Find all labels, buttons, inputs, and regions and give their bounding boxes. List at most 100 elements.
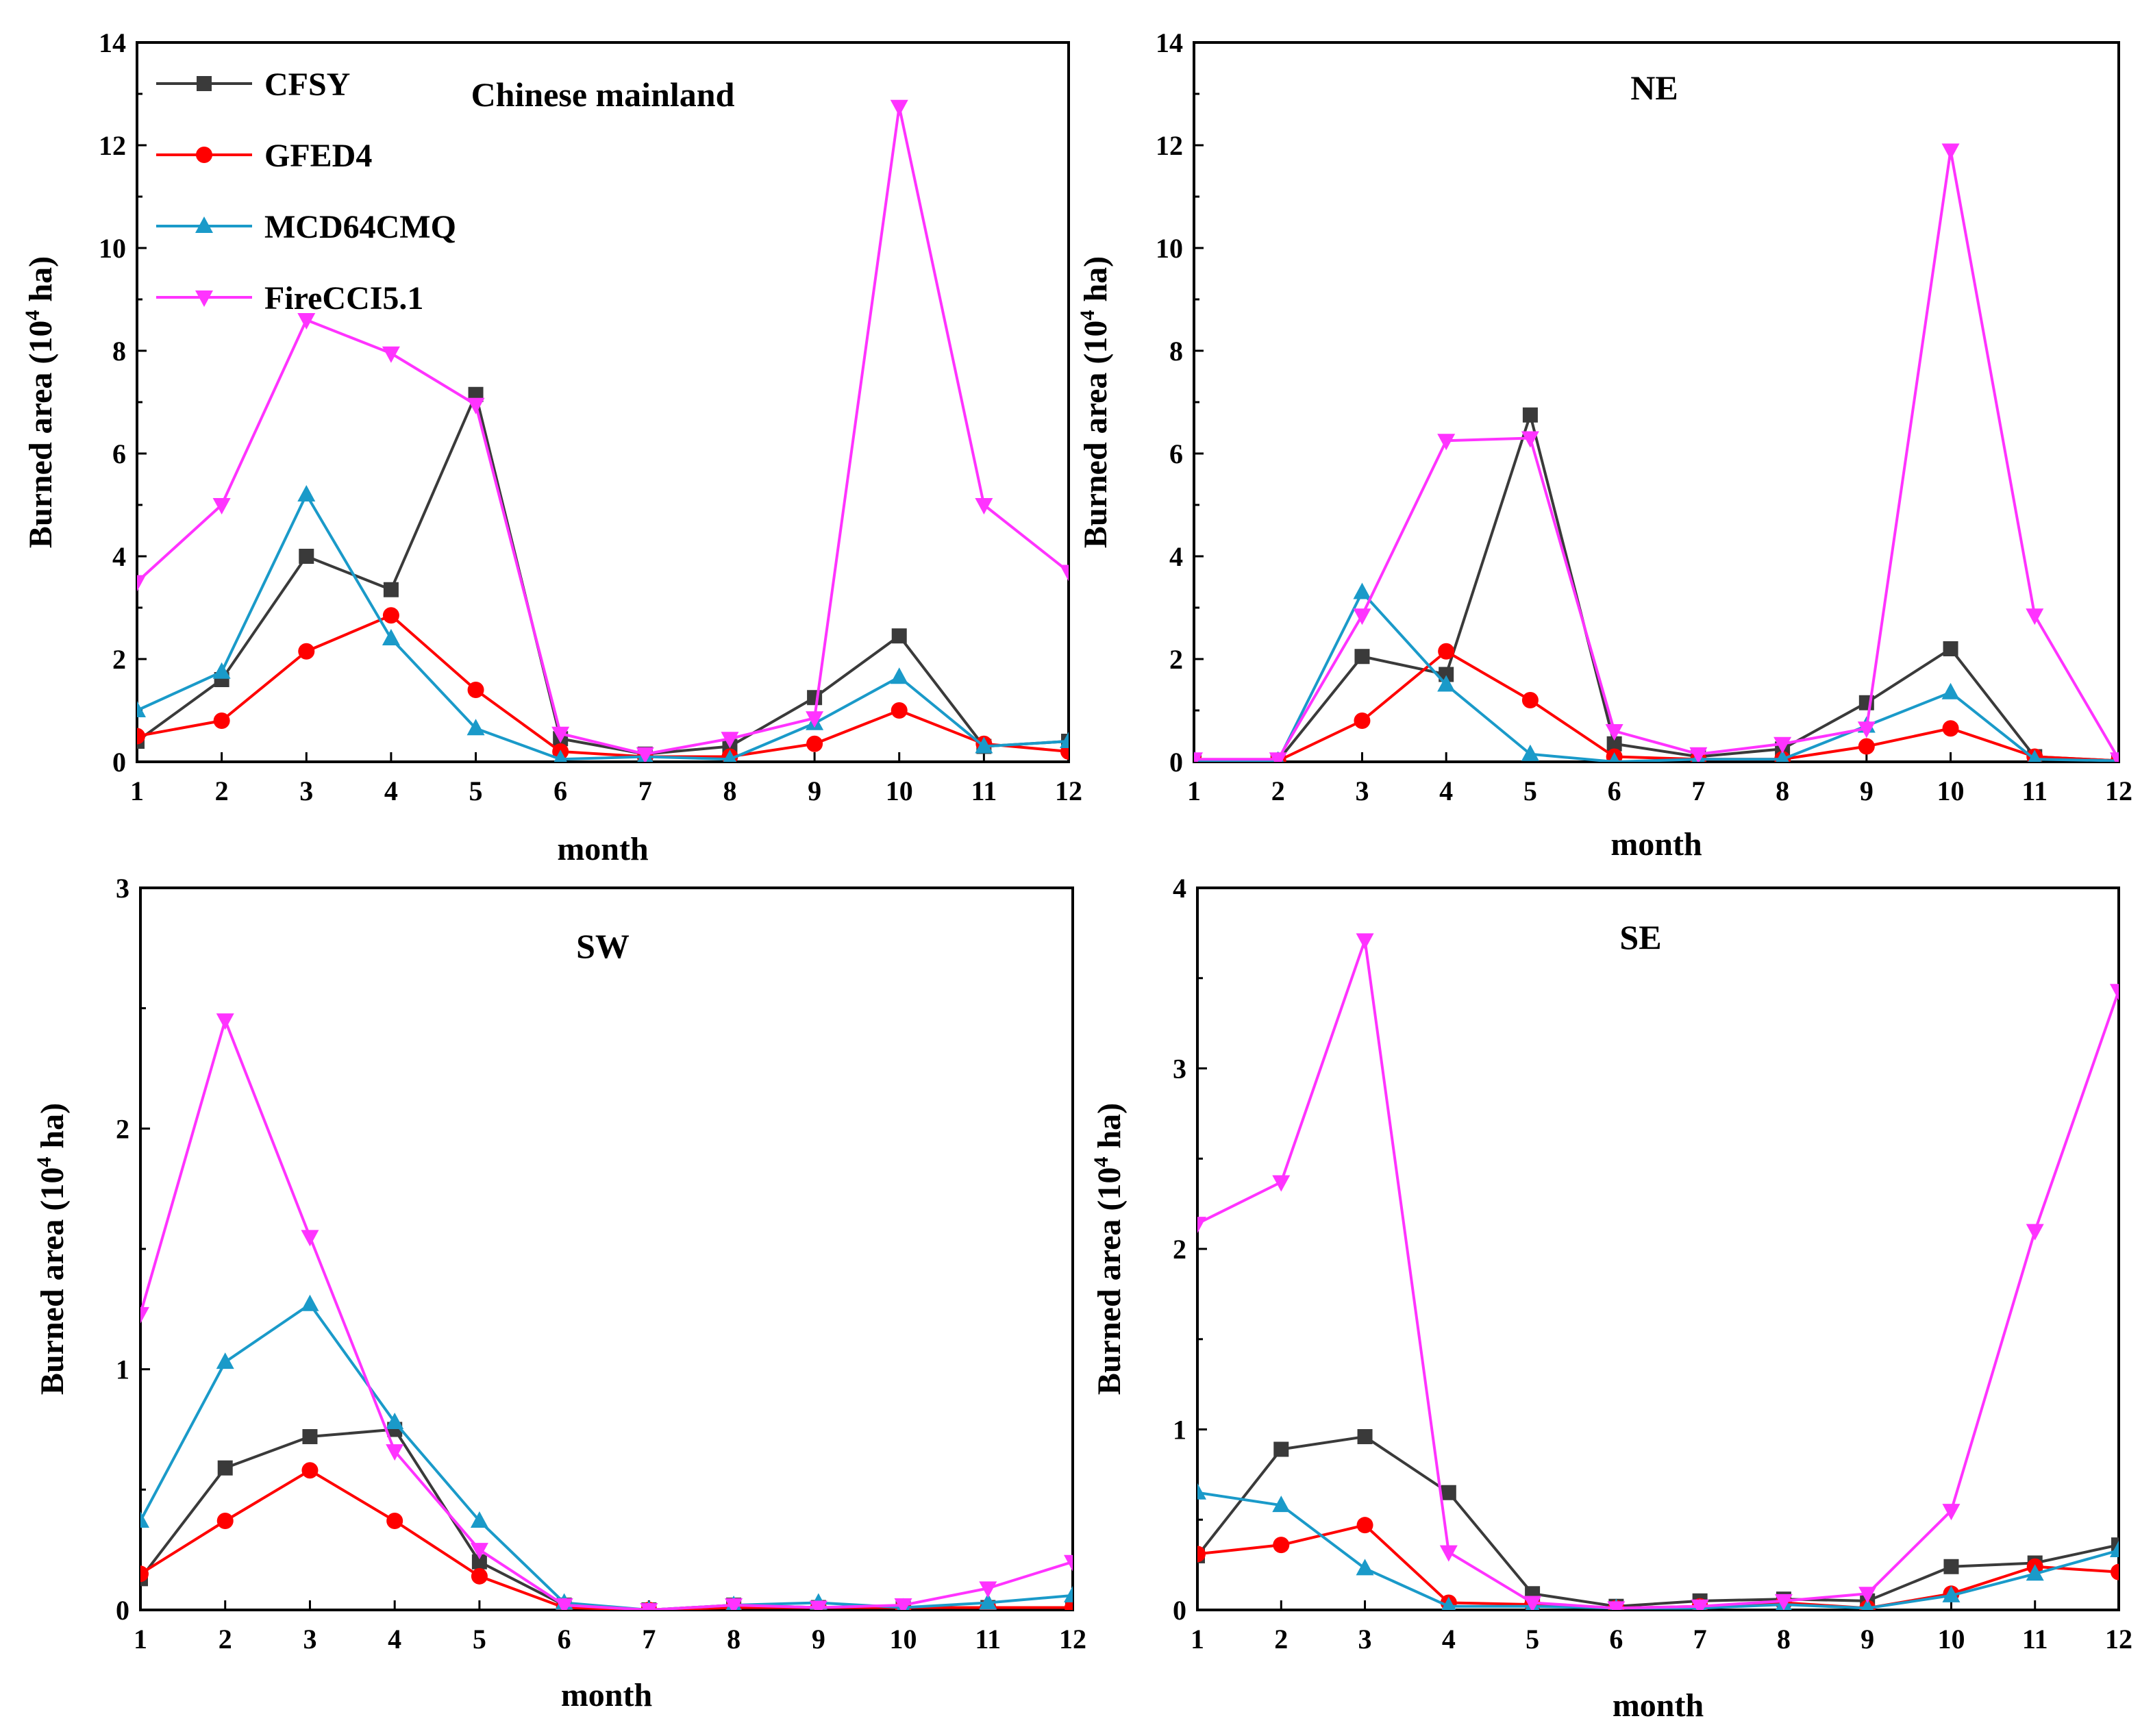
- data-point: [1941, 682, 1960, 699]
- y-tick-label: 2: [116, 1113, 129, 1144]
- data-point: [382, 346, 400, 363]
- x-tick-label: 4: [1439, 776, 1453, 806]
- data-point: [1273, 1537, 1290, 1554]
- x-tick-label: 8: [1776, 776, 1789, 806]
- x-tick-label: 8: [1777, 1624, 1791, 1654]
- data-point: [1857, 721, 1876, 739]
- series-line: [140, 1019, 1073, 1610]
- data-point: [2026, 608, 2044, 625]
- plot-frame: [139, 886, 1074, 1611]
- y-tick-label: 12: [1156, 130, 1183, 161]
- series-line: [140, 1428, 1073, 1610]
- panel-title: Chinese mainland: [471, 75, 735, 114]
- x-tick-label: 6: [1609, 1624, 1623, 1654]
- data-point: [140, 1306, 149, 1324]
- x-axis-label: month: [561, 1677, 652, 1713]
- data-point: [1356, 1559, 1374, 1576]
- data-point: [2110, 984, 2119, 1001]
- data-point: [1060, 732, 1069, 748]
- data-point: [1522, 407, 1538, 423]
- legend-item: GFED4: [156, 138, 372, 174]
- x-tick-label: 2: [215, 776, 229, 806]
- data-point: [1272, 1175, 1291, 1192]
- data-point: [553, 749, 567, 762]
- data-point: [137, 701, 146, 717]
- data-point: [1354, 649, 1370, 665]
- x-tick-label: 12: [2105, 776, 2132, 806]
- y-tick-label: 8: [1169, 336, 1183, 367]
- y-tick-label: 4: [112, 541, 126, 572]
- data-point: [2110, 1541, 2119, 1558]
- data-point: [1942, 1504, 1961, 1521]
- series-line: [137, 493, 1069, 761]
- data-point: [467, 682, 484, 698]
- data-point: [1521, 431, 1539, 448]
- data-point: [1776, 749, 1789, 762]
- x-tick-label: 9: [812, 1624, 825, 1654]
- series-line: [1194, 413, 2119, 762]
- x-tick-label: 12: [2105, 1624, 2132, 1654]
- data-point: [1521, 744, 1539, 761]
- data-point: [216, 1513, 234, 1530]
- series-mcd64cmq: [1197, 1483, 2119, 1610]
- data-point: [1942, 1585, 1961, 1602]
- data-point: [217, 1460, 233, 1476]
- x-tick-label: 11: [971, 776, 997, 806]
- x-tick-label: 9: [808, 776, 821, 806]
- x-tick-label: 9: [1860, 776, 1874, 806]
- data-point: [297, 313, 316, 330]
- x-axis-label: month: [1610, 826, 1702, 863]
- data-point: [216, 1013, 234, 1030]
- data-point: [2111, 1537, 2119, 1553]
- data-point: [1605, 724, 1623, 741]
- data-point: [1858, 738, 1875, 755]
- data-point: [301, 1294, 319, 1311]
- data-point: [1197, 1217, 1206, 1234]
- data-point: [140, 1565, 149, 1583]
- y-tick-label: 0: [1173, 1595, 1186, 1626]
- series-line: [1194, 649, 2119, 762]
- x-tick-label: 12: [1059, 1624, 1086, 1654]
- data-point: [1354, 712, 1371, 729]
- y-tick-label: 14: [99, 27, 126, 58]
- data-point: [1353, 582, 1371, 599]
- x-tick-label: 3: [1358, 1624, 1372, 1654]
- data-point: [1356, 1517, 1373, 1534]
- data-point: [2026, 1224, 2044, 1241]
- data-point: [466, 397, 485, 414]
- y-tick-label: 1: [116, 1354, 129, 1385]
- y-tick-label: 0: [116, 1595, 129, 1626]
- data-point: [213, 712, 230, 729]
- y-tick-label: 3: [1173, 1054, 1186, 1084]
- legend-marker: [195, 216, 213, 233]
- x-tick-label: 1: [134, 1624, 147, 1654]
- series-firecci5-1: [140, 1013, 1073, 1610]
- series-cfsy: [140, 1422, 1073, 1610]
- series-gfed4: [1197, 1517, 2119, 1610]
- series-firecci5-1: [1194, 143, 2119, 762]
- data-point: [979, 1593, 997, 1610]
- data-point: [1858, 1587, 1877, 1604]
- x-tick-label: 7: [642, 1624, 656, 1654]
- x-tick-label: 10: [890, 1624, 917, 1654]
- data-point: [1357, 1429, 1373, 1445]
- legend-label: CFSY: [264, 66, 350, 103]
- y-tick-label: 2: [112, 644, 126, 675]
- series-cfsy: [1194, 407, 2119, 762]
- data-point: [2028, 749, 2041, 762]
- x-tick-label: 11: [975, 1624, 1001, 1654]
- x-tick-label: 5: [1526, 1624, 1539, 1654]
- x-tick-label: 5: [1523, 776, 1537, 806]
- data-point: [721, 732, 739, 749]
- data-point: [1943, 1559, 1959, 1574]
- data-point: [1437, 434, 1456, 451]
- data-point: [1197, 1483, 1206, 1500]
- data-point: [1441, 1596, 1456, 1610]
- x-tick-label: 11: [2021, 776, 2048, 806]
- y-tick-label: 6: [112, 438, 126, 469]
- legend-marker: [195, 290, 213, 307]
